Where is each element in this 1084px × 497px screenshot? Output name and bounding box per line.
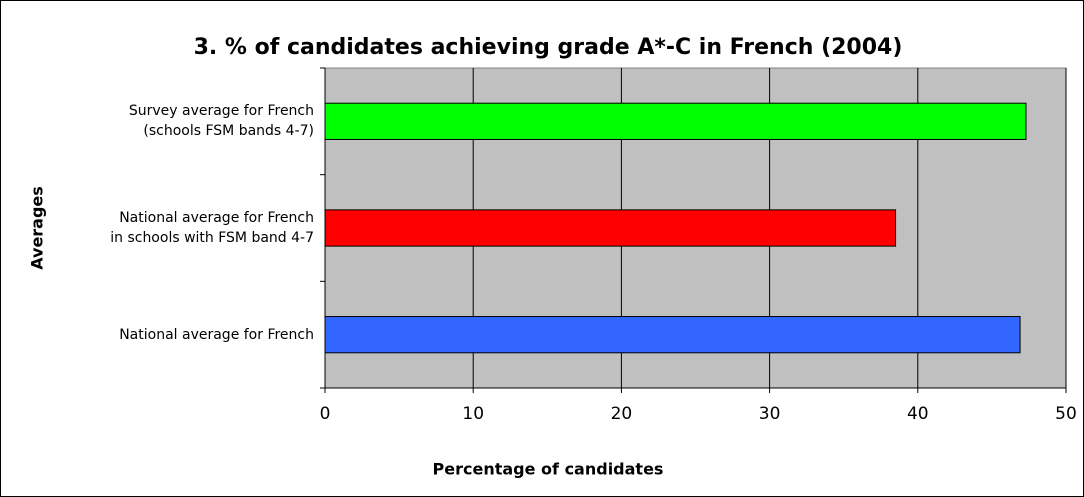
chart-title: 3. % of candidates achieving grade A*-C … <box>194 35 903 60</box>
x-axis-label: Percentage of candidates <box>433 460 664 479</box>
y-tick-label: National average for French in schools w… <box>110 210 314 246</box>
y-axis-label: Averages <box>28 186 47 270</box>
bar <box>324 209 897 247</box>
x-tick-label: 50 <box>1055 404 1077 424</box>
x-tick-label: 10 <box>462 404 484 424</box>
x-tick-label: 20 <box>611 404 633 424</box>
y-tick-label: Survey average for French (schools FSM b… <box>128 103 314 140</box>
x-tick-label: 0 <box>320 404 331 424</box>
y-tick-label: National average for French <box>119 326 314 343</box>
bar <box>324 316 1021 354</box>
x-tick-label: 40 <box>907 404 929 424</box>
x-tick-label: 30 <box>759 404 781 424</box>
bar <box>324 102 1027 140</box>
